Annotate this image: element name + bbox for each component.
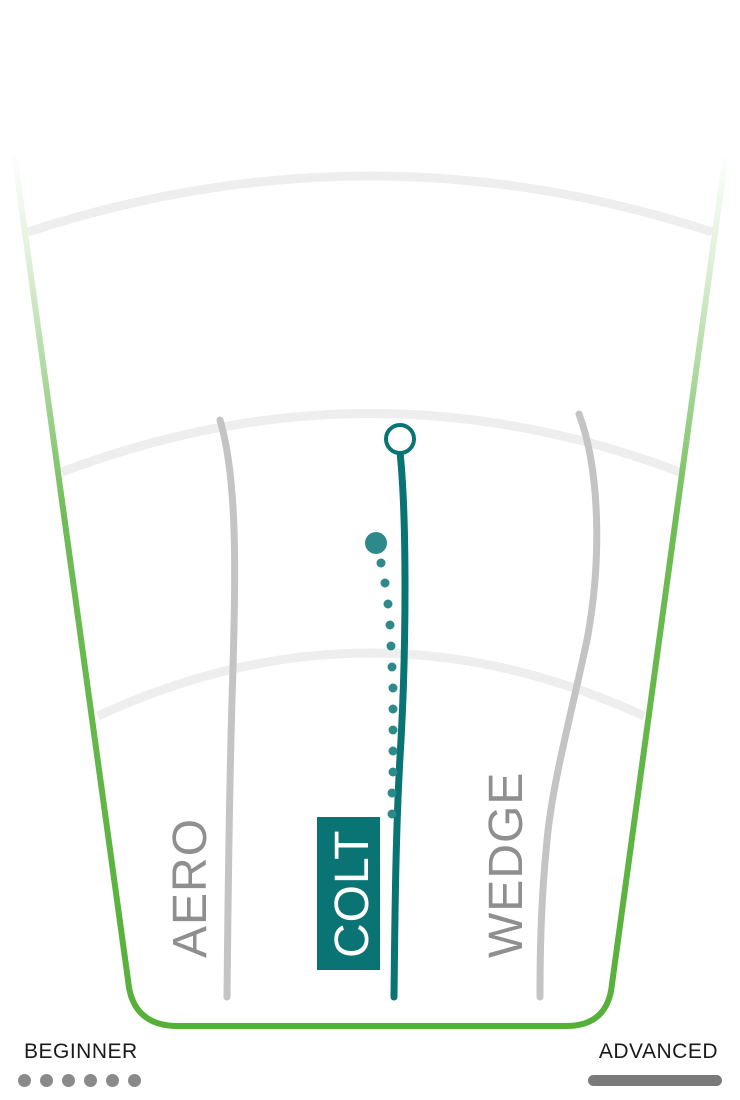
product-label-wedge[interactable]: WEDGE <box>480 772 533 958</box>
trajectory-dot <box>388 725 398 735</box>
trajectory-dot <box>376 558 386 568</box>
wedge-line <box>536 410 601 1001</box>
indicator-dot <box>40 1074 53 1087</box>
colt-dotted-trajectory <box>365 532 398 819</box>
aero-line <box>216 416 239 1001</box>
dotted-line-icon <box>18 1074 141 1087</box>
trajectory-dot <box>387 809 397 819</box>
colt-line-endpoint-marker <box>384 423 416 455</box>
trajectory-dot <box>385 620 395 630</box>
colt-line <box>390 448 409 1001</box>
trajectory-dot <box>388 767 398 777</box>
trajectory-dot <box>386 641 396 651</box>
trajectory-dot <box>380 578 390 588</box>
dotted-trajectory-start-marker <box>365 532 387 554</box>
indicator-dot <box>106 1074 119 1087</box>
guide-arc-top <box>26 171 714 237</box>
product-label-aero[interactable]: AERO <box>164 818 217 958</box>
trajectory-dot <box>387 662 397 672</box>
trajectory-dot <box>388 683 398 693</box>
indicator-dot <box>18 1074 31 1087</box>
product-label-colt-background <box>317 817 380 970</box>
indicator-dot <box>128 1074 141 1087</box>
indicator-dot <box>84 1074 97 1087</box>
trajectory-dot <box>383 599 393 609</box>
guide-arc-bottom <box>96 648 646 721</box>
trajectory-dot <box>388 704 398 714</box>
trajectory-dot <box>388 746 398 756</box>
beginner-label: BEGINNER <box>24 1040 138 1063</box>
trajectory-dot <box>387 788 397 798</box>
indicator-dot <box>62 1074 75 1087</box>
advanced-label: ADVANCED <box>598 1040 718 1063</box>
guide-arc-middle <box>60 409 682 477</box>
product-label-colt[interactable]: COLT <box>326 830 379 958</box>
frame-outline <box>12 157 728 1029</box>
solid-bar-icon <box>588 1075 722 1086</box>
